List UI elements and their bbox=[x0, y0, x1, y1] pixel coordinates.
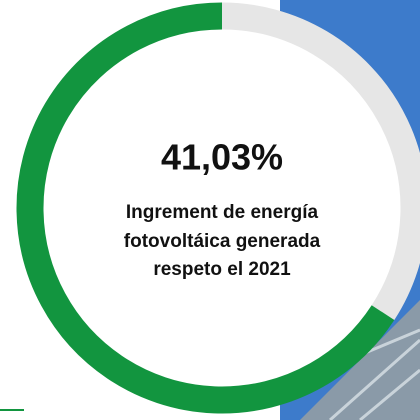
infographic: 41,03% Ingrement de energía fotovoltáica… bbox=[0, 0, 420, 420]
caption-line: fotovoltáica generada bbox=[124, 231, 321, 252]
headline: 41,03% bbox=[161, 137, 283, 178]
caption-line: respeto el 2021 bbox=[153, 259, 291, 280]
page: 41,03% Ingrement de energía fotovoltáica… bbox=[0, 0, 420, 420]
caption-line: Ingrement de energía bbox=[126, 202, 319, 223]
